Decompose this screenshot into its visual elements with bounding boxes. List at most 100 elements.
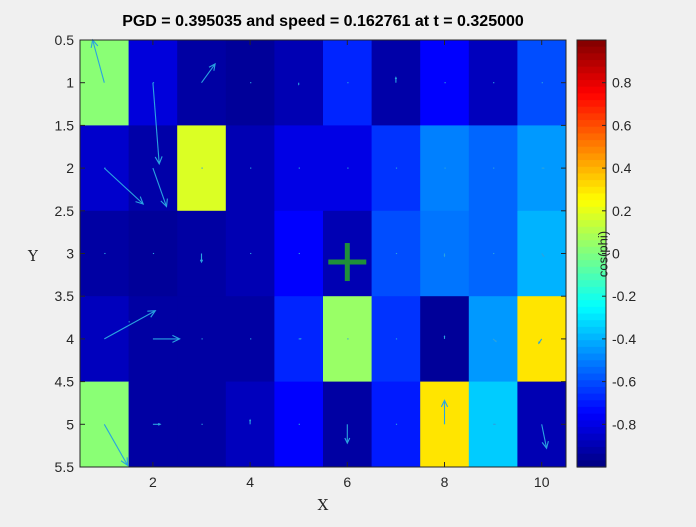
- colorbar-segment: [577, 226, 606, 235]
- quiver-arrow: [443, 253, 446, 258]
- quiver-arrow: [440, 399, 449, 425]
- colorbar-segment: [577, 146, 606, 155]
- colorbar-segment: [577, 73, 606, 81]
- colorbar-tick-label: 0: [612, 246, 620, 262]
- colorbar-segment: [577, 300, 606, 308]
- x-tick-label: 6: [343, 474, 351, 490]
- colorbar-segment: [577, 320, 606, 328]
- colorbar-segment: [577, 293, 606, 301]
- colorbar-segment: [577, 53, 606, 61]
- colorbar-segment: [577, 273, 606, 281]
- quiver-arrow: [443, 335, 446, 339]
- x-tick-label: 10: [534, 474, 550, 490]
- colorbar-segment: [577, 406, 606, 415]
- colorbar-segment: [577, 126, 606, 135]
- colorbar-segment: [577, 353, 606, 361]
- heatmap-cell: [420, 296, 470, 383]
- quiver-arrow: [152, 334, 181, 343]
- colorbar-tick-label: -0.2: [612, 288, 636, 304]
- colorbar-label: cos(phi): [595, 230, 611, 278]
- colorbar-segment: [577, 193, 606, 201]
- colorbar-segment: [577, 260, 606, 268]
- heatmap-cell: [225, 381, 275, 468]
- colorbar-segment: [577, 200, 606, 208]
- colorbar-segment: [577, 280, 606, 288]
- x-tick-label: 2: [149, 474, 157, 490]
- y-tick-label: 2: [66, 160, 74, 176]
- colorbar-segment: [577, 93, 606, 101]
- colorbar-tick-label: 0.2: [612, 203, 632, 219]
- quiver-arrow: [298, 338, 302, 340]
- y-tick-label: 0.5: [55, 32, 75, 48]
- chart-title: PGD = 0.395035 and speed = 0.162761 at t…: [122, 13, 524, 30]
- colorbar-tick-label: -0.8: [612, 416, 636, 432]
- y-tick-label: 1.5: [55, 117, 75, 133]
- quiver-arrow: [394, 76, 398, 83]
- quiver-arrow: [103, 424, 129, 467]
- heatmap-cell: [80, 40, 130, 126]
- colorbar-tick-label: -0.4: [612, 331, 636, 347]
- quiver-arrow: [344, 424, 351, 445]
- colorbar-segment: [577, 180, 606, 188]
- quiver-arrow: [541, 424, 549, 450]
- colorbar-segment: [577, 460, 606, 468]
- colorbar-segment: [577, 173, 606, 181]
- colorbar-segment: [577, 266, 606, 275]
- colorbar-segment: [577, 326, 606, 335]
- colorbar-segment: [577, 140, 606, 148]
- colorbar-segment: [577, 66, 606, 74]
- colorbar-segment: [577, 433, 606, 441]
- y-tick-label: 2.5: [55, 203, 75, 219]
- colorbar-segment: [577, 306, 606, 315]
- colorbar-tick-label: 0.8: [612, 75, 632, 91]
- quiver-arrow: [152, 82, 163, 166]
- quiver-arrow: [103, 167, 145, 205]
- y-tick-label: 4: [66, 331, 74, 347]
- quiver-arrow: [104, 310, 157, 340]
- x-tick-label: 8: [441, 474, 449, 490]
- colorbar-segment: [577, 60, 606, 68]
- colorbar-segment: [577, 240, 606, 248]
- colorbar-segment: [577, 186, 606, 195]
- colorbar-segment: [577, 393, 606, 401]
- colorbar-segment: [577, 340, 606, 348]
- colorbar-segment: [577, 380, 606, 388]
- colorbar-segment: [577, 440, 606, 448]
- y-tick-label: 1: [66, 75, 74, 91]
- axes-layer: 2 4 6 8 10 0.5 1 1.5 2 2.5 3 3.5 4 4.5 5 5.5: [55, 32, 567, 490]
- colorbar-segment: [577, 333, 606, 341]
- colorbar-segment: [577, 166, 606, 175]
- quiver-arrow: [541, 167, 545, 169]
- colorbar-segment: [577, 100, 606, 108]
- colorbar-segment: [577, 246, 606, 255]
- colorbar-segment: [577, 453, 606, 461]
- x-tick-label: 4: [246, 474, 254, 490]
- colorbar-segment: [577, 313, 606, 321]
- heatmap-cell: [420, 381, 470, 468]
- colorbar-segment: [577, 413, 606, 421]
- colorbar-segment: [577, 360, 606, 368]
- colorbar-segment: [577, 346, 606, 355]
- colorbar-segment: [577, 446, 606, 455]
- colorbar-segment: [577, 113, 606, 121]
- colorbar-segment: [577, 400, 606, 408]
- colorbar-segment: [577, 133, 606, 141]
- quiver-arrow: [249, 418, 252, 425]
- quiver-arrow: [541, 253, 545, 258]
- colorbar-segment: [577, 160, 606, 168]
- colorbar-segment: [577, 153, 606, 161]
- colorbar-segment: [577, 206, 606, 215]
- marker-plus: [328, 243, 367, 282]
- quiver-arrow: [492, 338, 497, 343]
- colorbar-tick-label: -0.6: [612, 374, 636, 390]
- x-axis-label: X: [317, 496, 329, 514]
- colorbar-segment: [577, 40, 606, 48]
- quiver-arrow: [538, 338, 543, 345]
- quiver-arrow: [201, 62, 216, 84]
- heatmap-cell: [177, 40, 227, 126]
- y-tick-label: 5: [66, 416, 74, 432]
- colorbar-segment: [577, 86, 606, 94]
- colorbar-segment: [577, 220, 606, 228]
